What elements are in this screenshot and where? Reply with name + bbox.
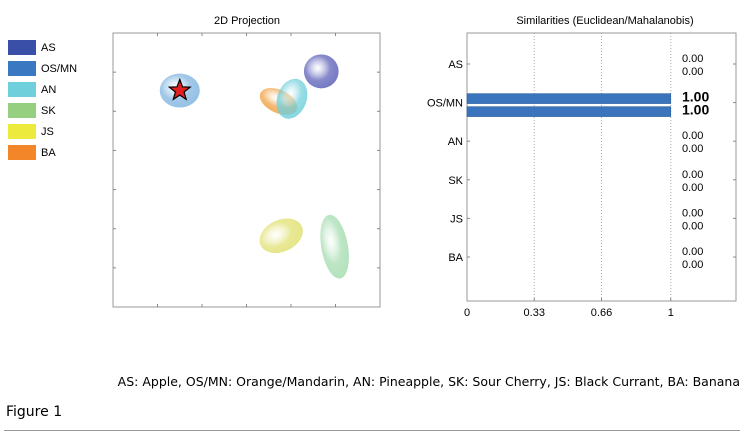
divider xyxy=(4,430,740,431)
ellipse-an xyxy=(271,74,313,123)
category-label: JS xyxy=(450,213,463,225)
value-label: 0.00 xyxy=(682,259,703,271)
x-tick-label: 0 xyxy=(464,307,470,319)
value-label: 0.00 xyxy=(682,246,703,258)
figure-canvas: 00.330.661AS0.000.00OS/MN1.001.00AN0.000… xyxy=(0,0,750,435)
caption: AS: Apple, OS/MN: Orange/Mandarin, AN: P… xyxy=(60,374,740,389)
value-label: 1.00 xyxy=(682,102,709,118)
x-tick-label: 0.33 xyxy=(524,307,545,319)
value-label: 0.00 xyxy=(682,220,703,232)
x-tick-label: 0.66 xyxy=(591,307,612,319)
value-label: 0.00 xyxy=(682,169,703,181)
category-label: SK xyxy=(448,175,463,187)
value-label: 0.00 xyxy=(682,207,703,219)
x-tick-label: 1 xyxy=(668,307,674,319)
value-label: 0.00 xyxy=(682,66,703,78)
category-label: OS/MN xyxy=(427,98,463,110)
ellipse-js xyxy=(254,212,309,260)
bar-mahalanobis xyxy=(467,107,671,117)
category-label: AS xyxy=(448,59,463,71)
figure-label: Figure 1 xyxy=(6,404,62,420)
value-label: 0.00 xyxy=(682,53,703,65)
bar-euclidean xyxy=(467,94,671,104)
value-label: 0.00 xyxy=(682,182,703,194)
value-label: 0.00 xyxy=(682,143,703,155)
ellipse-sk xyxy=(316,213,354,281)
ellipse-as xyxy=(304,54,339,88)
value-label: 0.00 xyxy=(682,130,703,142)
category-label: AN xyxy=(448,136,463,148)
category-label: BA xyxy=(448,252,463,264)
